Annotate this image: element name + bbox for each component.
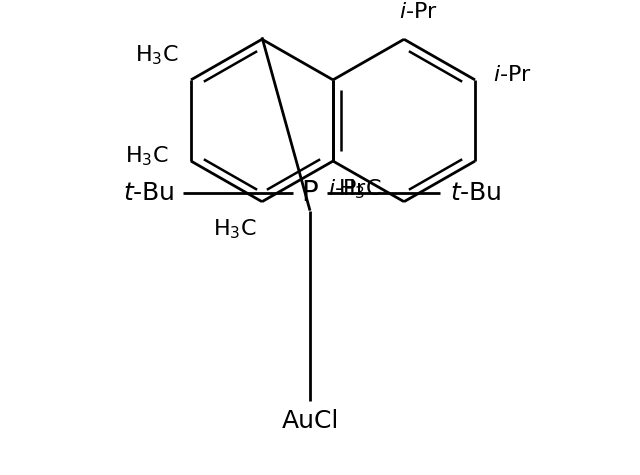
Text: $\it{t}$-Bu: $\it{t}$-Bu xyxy=(124,181,175,205)
Text: $\it{i}$-Pr: $\it{i}$-Pr xyxy=(399,1,438,21)
Text: $\mathregular{H_3C}$: $\mathregular{H_3C}$ xyxy=(135,43,179,67)
Text: P: P xyxy=(301,179,318,207)
Text: $\it{i}$-Pr: $\it{i}$-Pr xyxy=(328,179,367,199)
Text: $\mathregular{H_3C}$: $\mathregular{H_3C}$ xyxy=(338,177,382,200)
Text: $\mathregular{H_3C}$: $\mathregular{H_3C}$ xyxy=(213,218,257,241)
Text: AuCl: AuCl xyxy=(282,408,339,433)
Text: $\it{i}$-Pr: $\it{i}$-Pr xyxy=(493,65,532,85)
Text: $\it{t}$-Bu: $\it{t}$-Bu xyxy=(450,181,502,205)
Text: $\mathregular{H_3C}$: $\mathregular{H_3C}$ xyxy=(125,144,169,168)
